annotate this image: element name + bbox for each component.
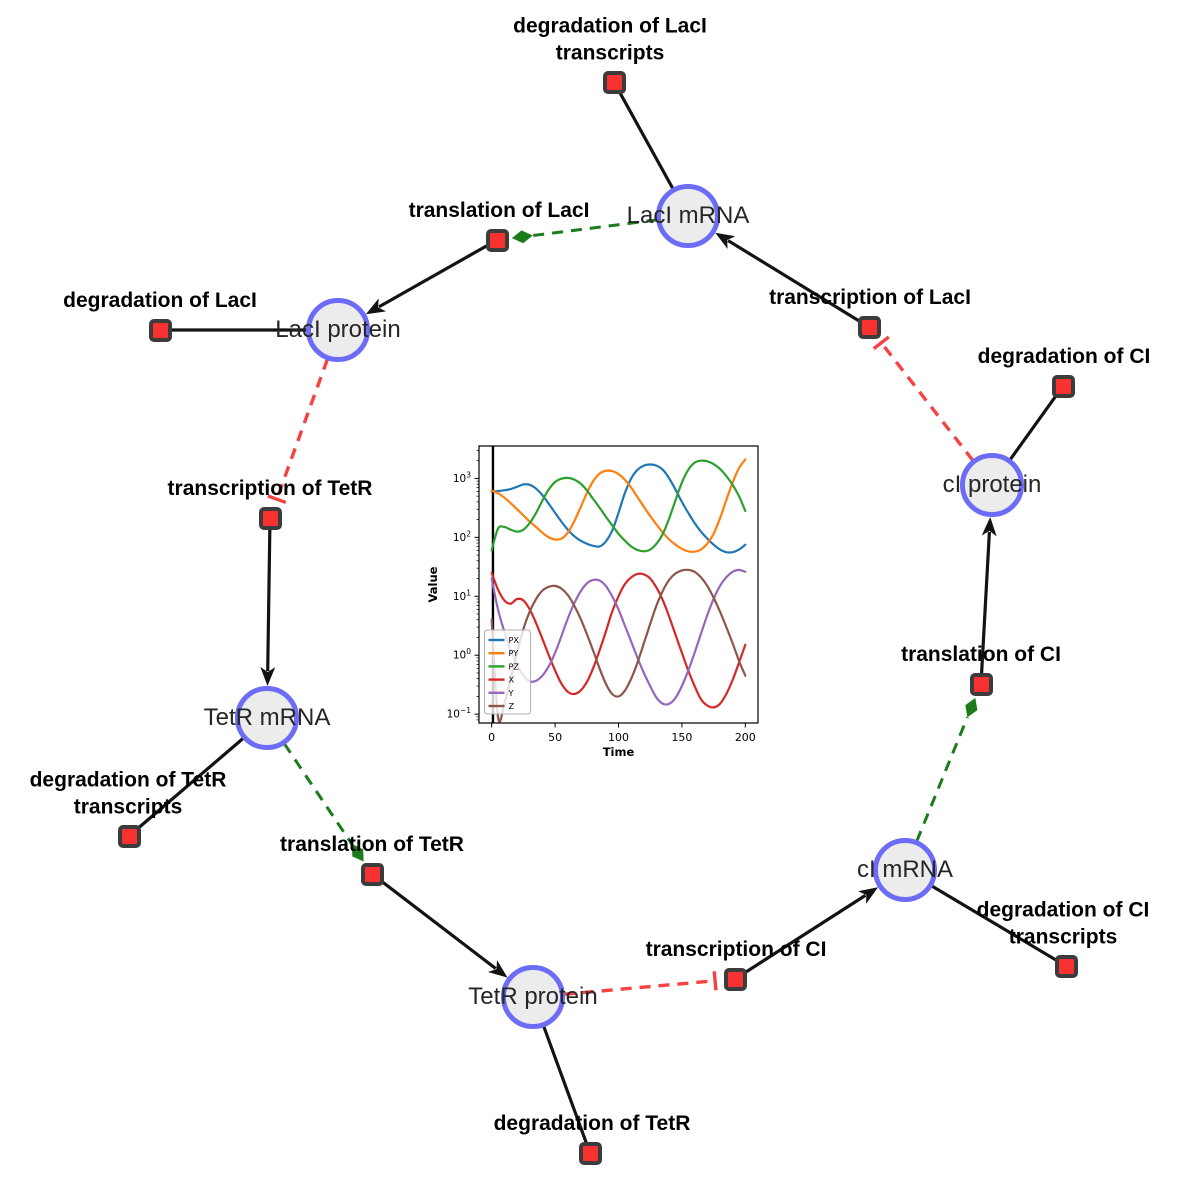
reaction-node-deg-ci-transcripts[interactable] xyxy=(1054,954,1078,978)
chart-y-tick-label: 101 xyxy=(453,588,471,603)
edge-translation-laci-laci-protein-production xyxy=(365,239,497,315)
species-node-laci-protein[interactable] xyxy=(306,298,370,362)
edge-laci-mrna-translation-laci-modifier xyxy=(511,218,658,244)
chart-legend-label-Y: Y xyxy=(508,688,515,698)
inset-chart: 0 50 100 150 20010−1100101102103TimeValuePXP… xyxy=(426,445,759,759)
species-node-ci-protein[interactable] xyxy=(960,453,1024,517)
edge-tetr-mrna-deg-tetr-transcripts-consumption xyxy=(127,736,245,838)
chart-series-Y xyxy=(490,568,747,706)
edge-translation-ci-ci-protein-production xyxy=(979,516,997,683)
reaction-node-deg-tetr[interactable] xyxy=(578,1141,602,1165)
reaction-node-transcription-tetr[interactable] xyxy=(258,506,282,530)
reaction-node-transcription-ci[interactable] xyxy=(723,967,747,991)
edge-laci-protein-transcription-tetr-inhibition xyxy=(267,358,330,505)
chart-legend-label-PZ: PZ xyxy=(509,661,520,671)
chart-x-tick-label: 100 xyxy=(608,731,629,744)
edge-laci-mrna-deg-laci-transcripts-consumption xyxy=(612,81,675,190)
reaction-node-translation-tetr[interactable] xyxy=(360,862,384,886)
edge-transcription-ci-ci-mrna-production xyxy=(735,887,879,980)
chart-x-tick-label: 200 xyxy=(735,731,756,744)
chart-legend-label-PX: PX xyxy=(509,635,520,645)
edge-ci-protein-deg-ci-consumption xyxy=(1008,385,1065,461)
chart-x-tick-label: 0 xyxy=(488,731,495,744)
edge-translation-tetr-tetr-protein-production xyxy=(372,873,508,978)
edge-tetr-protein-transcription-ci-inhibition xyxy=(563,971,718,996)
chart-y-tick-label: 102 xyxy=(453,529,471,544)
reaction-node-translation-ci[interactable] xyxy=(969,672,993,696)
reaction-node-transcription-laci[interactable] xyxy=(857,315,881,339)
reaction-node-deg-laci-transcripts[interactable] xyxy=(602,70,626,94)
reaction-node-deg-ci[interactable] xyxy=(1051,374,1075,398)
chart-legend: PX PY PZ XYZ xyxy=(484,629,531,715)
chart-x-axis-label: Time xyxy=(603,745,635,759)
edge-transcription-tetr-tetr-mrna-production xyxy=(260,519,276,687)
chart-legend-label-X: X xyxy=(509,675,515,685)
chart-y-axis-label: Value xyxy=(426,566,440,602)
species-node-laci-mrna[interactable] xyxy=(656,184,720,248)
chart-legend-label-Z: Z xyxy=(509,701,515,711)
edge-tetr-protein-deg-tetr-consumption xyxy=(542,1025,592,1154)
chart-legend-label-PY: PY xyxy=(509,648,520,658)
chart-y-tick-label: 10−1 xyxy=(447,706,472,721)
species-node-tetr-mrna[interactable] xyxy=(235,686,299,750)
chart-series-PZ xyxy=(490,459,747,553)
chart-x-tick-label: 150 xyxy=(671,731,692,744)
reaction-node-translation-laci[interactable] xyxy=(485,228,509,252)
chart-y-tick-label: 100 xyxy=(453,647,471,662)
edge-transcription-laci-laci-mrna-production xyxy=(715,232,869,328)
chart-series-X xyxy=(490,571,747,709)
reaction-node-deg-tetr-transcripts[interactable] xyxy=(117,824,141,848)
edge-ci-mrna-deg-ci-transcripts-consumption xyxy=(930,884,1067,968)
species-node-ci-mrna[interactable] xyxy=(873,838,937,902)
chart-series-PX xyxy=(490,463,747,554)
edge-ci-mrna-translation-ci-modifier xyxy=(915,697,978,842)
chart-series-Z xyxy=(490,568,747,723)
chart-x-tick-label: 50 xyxy=(548,731,562,744)
chart-frame xyxy=(478,445,759,724)
chart-y-tick-label: 103 xyxy=(453,470,471,485)
edge-ci-protein-transcription-laci-inhibition xyxy=(872,335,975,462)
species-node-tetr-protein[interactable] xyxy=(501,965,565,1029)
chart-series-PY xyxy=(490,458,747,553)
edge-tetr-mrna-translation-tetr-modifier xyxy=(283,742,364,862)
reaction-node-deg-laci[interactable] xyxy=(148,318,172,342)
